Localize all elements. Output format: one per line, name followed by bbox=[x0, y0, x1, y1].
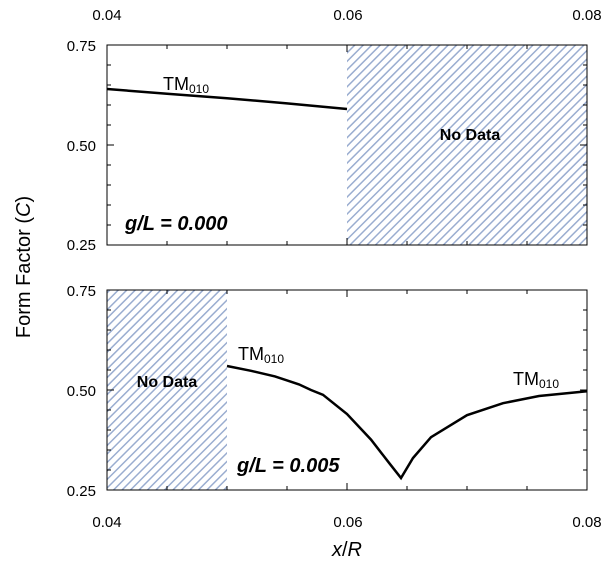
top-no-data-region bbox=[347, 45, 587, 245]
bottom-x-tick-1: 0.06 bbox=[333, 514, 362, 531]
bottom-mode-label-right: TM010 bbox=[513, 369, 559, 391]
top-panel: No Data TM010 g/L = 0.000 0.75 0.50 0.25 bbox=[67, 38, 588, 254]
top-y-tick-1: 0.50 bbox=[67, 138, 96, 155]
bottom-mode-left-sub: 010 bbox=[264, 352, 284, 366]
top-mode-sub: 010 bbox=[189, 82, 209, 96]
y-axis-var: C bbox=[13, 202, 35, 217]
bottom-gap-label: g/L = 0.005 bbox=[236, 455, 340, 477]
bottom-y-tick-1: 0.50 bbox=[67, 383, 96, 400]
y-axis-prefix: Form Factor ( bbox=[13, 217, 35, 338]
top-gap-label: g/L = 0.000 bbox=[124, 213, 227, 235]
bottom-y-tick-0: 0.75 bbox=[67, 283, 96, 300]
x-axis-title: x/R bbox=[331, 539, 362, 561]
x-axis-sep: / bbox=[342, 539, 348, 561]
y-axis-suffix: ) bbox=[13, 196, 35, 203]
bottom-x-tick-0: 0.04 bbox=[92, 514, 121, 531]
top-mode-main: TM bbox=[163, 74, 189, 94]
bottom-mode-label-left: TM010 bbox=[238, 344, 284, 366]
bottom-x-tick-2: 0.08 bbox=[572, 514, 601, 531]
bottom-panel-frame bbox=[106, 289, 588, 491]
top-mode-label: TM010 bbox=[163, 74, 209, 96]
top-x-tick-2: 0.08 bbox=[572, 7, 601, 24]
bottom-series-line bbox=[226, 364, 588, 481]
top-y-tick-0: 0.75 bbox=[67, 38, 96, 55]
bottom-mode-right-main: TM bbox=[513, 369, 539, 389]
top-no-data-label: No Data bbox=[440, 127, 501, 144]
top-panel-frame bbox=[106, 44, 588, 246]
x-axis-var1: x bbox=[331, 539, 343, 561]
bottom-mode-right-sub: 010 bbox=[539, 377, 559, 391]
bottom-no-data-region bbox=[107, 290, 227, 490]
top-y-tick-2: 0.25 bbox=[67, 237, 96, 254]
top-x-tick-0: 0.04 bbox=[92, 7, 121, 24]
bottom-no-data-label: No Data bbox=[137, 374, 198, 391]
bottom-y-tick-2: 0.25 bbox=[67, 483, 96, 500]
top-series-line bbox=[106, 87, 348, 111]
top-x-tick-1: 0.06 bbox=[333, 7, 362, 24]
bottom-mode-left-main: TM bbox=[238, 344, 264, 364]
x-axis-var2: R bbox=[348, 539, 362, 561]
y-axis-title: Form Factor (C) bbox=[13, 196, 35, 338]
bottom-panel: No Data TM010 TM010 g/L = 0.005 0.75 0.5… bbox=[67, 283, 588, 500]
